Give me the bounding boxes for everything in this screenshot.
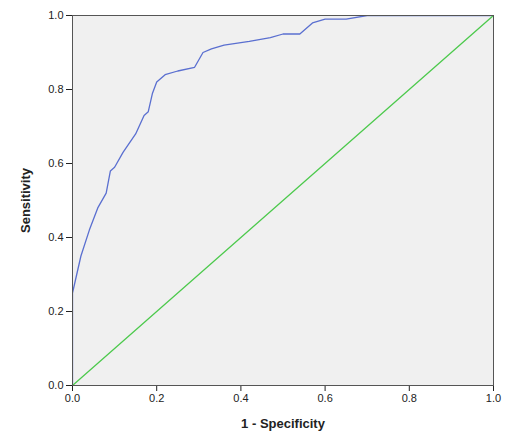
svg-text:0.6: 0.6 — [317, 392, 332, 404]
svg-text:0.0: 0.0 — [65, 392, 80, 404]
svg-text:1.0: 1.0 — [486, 392, 501, 404]
svg-text:0.2: 0.2 — [149, 392, 164, 404]
svg-text:Sensitivity: Sensitivity — [18, 167, 33, 233]
svg-text:1 - Specificity: 1 - Specificity — [241, 416, 326, 431]
svg-text:0.8: 0.8 — [48, 83, 63, 95]
svg-text:0.4: 0.4 — [233, 392, 248, 404]
svg-text:0.8: 0.8 — [402, 392, 417, 404]
svg-text:0.0: 0.0 — [48, 379, 63, 391]
svg-text:0.2: 0.2 — [48, 305, 63, 317]
svg-text:0.4: 0.4 — [48, 231, 63, 243]
svg-text:0.6: 0.6 — [48, 157, 63, 169]
svg-text:1.0: 1.0 — [48, 9, 63, 21]
